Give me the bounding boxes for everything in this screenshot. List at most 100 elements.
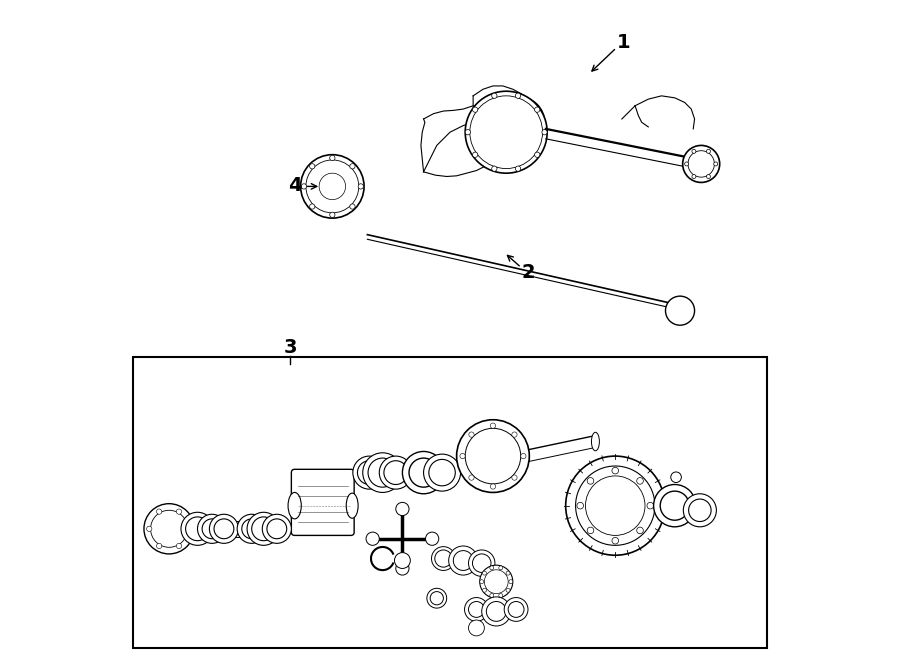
Circle shape [310, 164, 315, 169]
Circle shape [210, 514, 239, 543]
Circle shape [491, 166, 497, 171]
Circle shape [157, 509, 162, 514]
Circle shape [144, 504, 194, 554]
Circle shape [647, 502, 653, 509]
Circle shape [508, 580, 513, 584]
Circle shape [587, 527, 594, 533]
Circle shape [506, 588, 510, 592]
Circle shape [469, 602, 484, 617]
Circle shape [358, 184, 364, 189]
Circle shape [508, 602, 524, 617]
Circle shape [454, 551, 473, 570]
Circle shape [482, 597, 511, 626]
Circle shape [357, 461, 382, 485]
Circle shape [456, 420, 529, 492]
Circle shape [587, 478, 594, 485]
FancyBboxPatch shape [292, 469, 355, 535]
Circle shape [612, 537, 618, 544]
Circle shape [394, 553, 410, 568]
Circle shape [384, 461, 408, 485]
Circle shape [653, 485, 696, 527]
Circle shape [472, 554, 491, 572]
Circle shape [491, 484, 496, 489]
Circle shape [310, 204, 315, 209]
Circle shape [306, 160, 359, 213]
Circle shape [499, 566, 503, 570]
Circle shape [688, 499, 711, 522]
Circle shape [494, 97, 544, 147]
Circle shape [267, 519, 287, 539]
Circle shape [430, 592, 444, 605]
Circle shape [464, 598, 489, 621]
Circle shape [692, 175, 696, 178]
Circle shape [482, 588, 487, 592]
Circle shape [469, 550, 495, 576]
Circle shape [516, 166, 521, 171]
Circle shape [449, 546, 478, 575]
Circle shape [491, 93, 497, 98]
Circle shape [185, 517, 210, 541]
Circle shape [636, 478, 644, 485]
Circle shape [516, 93, 521, 98]
Circle shape [262, 514, 292, 543]
Circle shape [683, 145, 720, 182]
Circle shape [636, 527, 644, 533]
Circle shape [665, 296, 695, 325]
Circle shape [427, 588, 446, 608]
Circle shape [181, 512, 214, 545]
Circle shape [480, 565, 513, 598]
Circle shape [396, 562, 409, 575]
Circle shape [424, 454, 461, 491]
Circle shape [460, 453, 465, 459]
Circle shape [396, 502, 409, 516]
Circle shape [329, 212, 335, 217]
Circle shape [577, 502, 583, 509]
Circle shape [521, 453, 526, 459]
Circle shape [472, 152, 478, 157]
Circle shape [692, 149, 696, 153]
Circle shape [566, 456, 665, 555]
Circle shape [512, 475, 517, 481]
Circle shape [685, 162, 688, 166]
Text: 4: 4 [288, 176, 302, 194]
Circle shape [402, 451, 445, 494]
Circle shape [482, 571, 487, 575]
Bar [132, 357, 768, 648]
Circle shape [150, 510, 187, 547]
Circle shape [252, 517, 275, 541]
Circle shape [176, 509, 182, 514]
Circle shape [465, 91, 547, 173]
Circle shape [512, 432, 517, 437]
Circle shape [506, 571, 510, 575]
Circle shape [661, 491, 689, 520]
Text: 2: 2 [521, 263, 535, 282]
Circle shape [350, 204, 356, 209]
Circle shape [176, 543, 182, 549]
Circle shape [480, 580, 483, 584]
Circle shape [465, 130, 471, 135]
Circle shape [157, 543, 162, 549]
Text: 1: 1 [616, 34, 630, 52]
Bar [404, 466, 414, 478]
Circle shape [350, 164, 356, 169]
Circle shape [366, 532, 379, 545]
Circle shape [670, 472, 681, 483]
Circle shape [320, 173, 346, 200]
Circle shape [706, 149, 710, 153]
Circle shape [302, 184, 307, 189]
Circle shape [248, 512, 280, 545]
Circle shape [706, 175, 710, 178]
Circle shape [186, 526, 192, 531]
Circle shape [426, 532, 439, 545]
Circle shape [612, 467, 618, 474]
Circle shape [197, 514, 227, 543]
Circle shape [576, 466, 655, 545]
Circle shape [469, 620, 484, 636]
Circle shape [147, 526, 152, 531]
Circle shape [586, 476, 645, 535]
Circle shape [484, 570, 508, 594]
Text: 3: 3 [284, 338, 297, 356]
Circle shape [470, 96, 543, 169]
Circle shape [504, 598, 528, 621]
Circle shape [409, 458, 438, 487]
